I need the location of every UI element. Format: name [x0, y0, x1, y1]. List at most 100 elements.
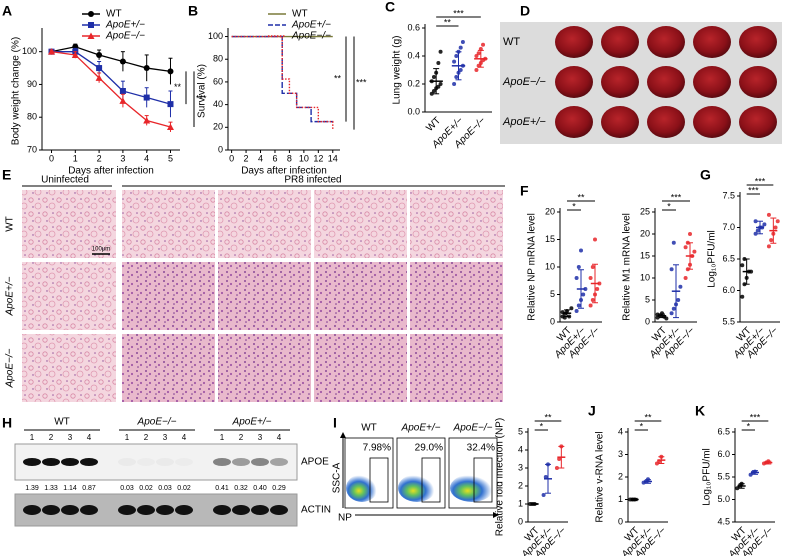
quant-label: 1.39	[25, 485, 39, 492]
marker	[143, 94, 150, 101]
band-label: APOE	[301, 457, 329, 468]
significance-label: *	[747, 421, 751, 431]
marker	[88, 22, 94, 28]
x-axis-label: Days after infection	[241, 166, 327, 177]
data-point	[769, 238, 774, 243]
y-tick-label: 1	[618, 494, 623, 504]
x-tick-label: 6	[272, 153, 277, 163]
lane-label: 1	[125, 433, 130, 442]
significance-label: ***	[750, 412, 761, 422]
data-point	[543, 475, 548, 479]
y-tick-label: 25	[640, 206, 650, 216]
y-tick-label: 10	[545, 261, 555, 271]
arrow-head	[340, 432, 346, 438]
x-tick-label: 2	[244, 153, 249, 163]
quant-label: 0.32	[234, 485, 248, 492]
y-axis-label: Body weight change (%)	[11, 37, 22, 145]
y-tick-label: 4	[518, 444, 523, 454]
significance-label: ***	[671, 192, 682, 202]
histology	[218, 334, 311, 402]
apoe-band	[137, 458, 155, 466]
flow-cloud	[450, 474, 494, 502]
y-tick-label: 6.0	[722, 285, 735, 295]
survival-line	[231, 35, 334, 130]
annotation: ***	[196, 94, 207, 104]
data-point	[436, 84, 441, 89]
data-point	[438, 82, 443, 86]
significance-label: **	[444, 17, 452, 27]
lane-label: 4	[87, 433, 92, 442]
marker	[96, 65, 103, 72]
data-point	[683, 276, 688, 280]
panel-letter: A	[2, 3, 12, 19]
apoe-band	[42, 458, 60, 466]
lung	[693, 66, 731, 98]
y-tick-label: 0.6	[407, 22, 420, 32]
lung-photo	[500, 22, 782, 144]
legend-label: ApoE−/−	[291, 31, 331, 42]
data-point	[474, 54, 479, 58]
row-label: ApoE−/−	[5, 348, 16, 388]
data-point	[664, 316, 669, 321]
x-tick-label: 0	[49, 153, 54, 163]
lane-label: 2	[49, 433, 54, 442]
lane-label: 4	[182, 433, 187, 442]
lung	[647, 26, 685, 58]
data-point	[481, 42, 486, 47]
data-point	[775, 219, 780, 224]
apoe-band	[270, 458, 288, 466]
actin-band	[213, 505, 231, 515]
apoe-band	[175, 458, 193, 466]
lane-label: 3	[258, 433, 263, 442]
x-tick-label: 12	[313, 153, 323, 163]
quant-label: 1.14	[63, 485, 77, 492]
band-label: ACTIN	[301, 505, 331, 516]
gate	[473, 457, 493, 503]
actin-band	[118, 505, 136, 515]
data-point	[541, 493, 546, 497]
sample-label: ApoE−/−	[453, 423, 493, 434]
marker	[119, 88, 126, 94]
y-tick-label: 0.2	[407, 78, 420, 88]
actin-band	[42, 505, 60, 515]
significance-label: *	[640, 421, 644, 431]
y-tick-label: 7.5	[722, 190, 735, 200]
lane-label: 4	[277, 433, 282, 442]
data-point	[740, 294, 745, 299]
data-point	[749, 269, 754, 274]
panel-letter: E	[2, 167, 11, 183]
y-axis-label: Lung weight (g)	[392, 36, 403, 105]
y-tick-label: 60	[213, 76, 223, 86]
marker	[71, 51, 79, 58]
data-point	[574, 276, 579, 280]
annotation: **	[174, 82, 182, 92]
y-tick-label: 0	[218, 144, 223, 154]
y-tick-label: 3	[518, 462, 523, 472]
data-point	[593, 237, 597, 242]
y-tick-label: 3	[618, 449, 623, 459]
panel-letter: K	[695, 403, 705, 419]
marker	[95, 74, 103, 81]
y-tick-label: 5.5	[717, 471, 730, 481]
marker	[87, 32, 95, 39]
histology	[122, 190, 215, 258]
y-tick-label: 20	[640, 228, 650, 238]
data-point	[557, 457, 562, 461]
panel-letter: I	[333, 415, 337, 431]
y-tick-label: 6.5	[722, 253, 735, 263]
y-axis-label: Log₁₀PFU/ml	[707, 230, 718, 288]
apoe-band	[156, 458, 174, 466]
row-label: ApoE+/−	[5, 276, 16, 316]
y-tick-label: 1	[518, 498, 523, 508]
y-tick-label: 0.0	[407, 106, 420, 116]
histology	[218, 262, 311, 330]
data-point	[692, 249, 697, 254]
x-tick-label: 4	[144, 153, 149, 163]
panel-letter: D	[520, 3, 530, 19]
apoe-band	[213, 458, 231, 466]
histology	[410, 334, 503, 402]
gate	[369, 457, 389, 503]
series-line	[51, 51, 171, 128]
histology	[314, 262, 407, 330]
